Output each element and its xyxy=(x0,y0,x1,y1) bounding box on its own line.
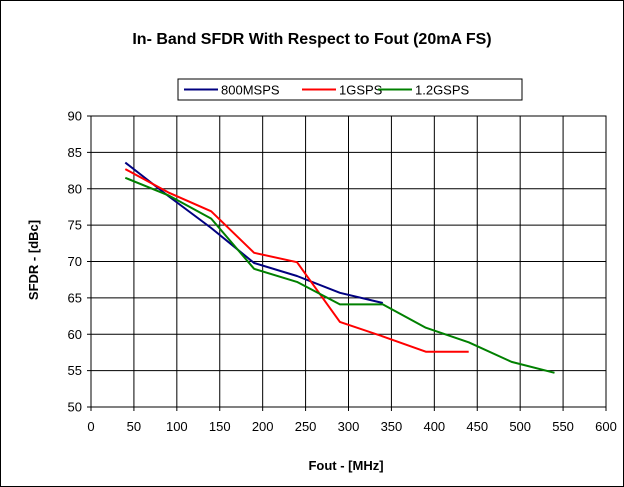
legend: 800MSPS 1GSPS 1.2GSPS xyxy=(177,78,523,101)
x-tick-label: 500 xyxy=(509,419,531,434)
y-tick-label: 60 xyxy=(68,327,82,342)
x-tick-label: 350 xyxy=(381,419,403,434)
y-tick-label: 50 xyxy=(68,400,82,415)
x-tick-label: 300 xyxy=(338,419,360,434)
x-tick-label: 600 xyxy=(595,419,617,434)
series-line-1gsps xyxy=(124,168,469,353)
legend-box xyxy=(177,78,523,101)
y-tick-label: 65 xyxy=(68,290,82,305)
y-tick-label: 70 xyxy=(68,254,82,269)
x-tick-label: 200 xyxy=(252,419,274,434)
legend-label-1-2gsps: 1.2GSPS xyxy=(415,83,470,98)
x-tick-label: 450 xyxy=(466,419,488,434)
y-tick-label: 80 xyxy=(68,181,82,196)
x-axis-title: Fout - [MHz] xyxy=(308,458,383,473)
y-tick-label: 85 xyxy=(68,145,82,160)
x-tick-label: 250 xyxy=(295,419,317,434)
axis-ticks: 50 55 60 65 70 75 80 85 90 0 50 100 150 200 250 300 350 4… xyxy=(68,109,617,435)
legend-label-1gsps: 1GSPS xyxy=(339,83,383,98)
x-tick-label: 50 xyxy=(127,419,141,434)
x-tick-label: 100 xyxy=(166,419,188,434)
y-tick-label: 90 xyxy=(68,109,82,124)
series-lines xyxy=(124,161,555,374)
y-axis-title: SFDR - [dBc] xyxy=(26,220,41,300)
x-tick-label: 550 xyxy=(552,419,574,434)
x-tick-label: 400 xyxy=(423,419,445,434)
x-tick-label: 0 xyxy=(87,419,94,434)
series-line-1-2gsps xyxy=(124,176,555,374)
chart-title: In- Band SFDR With Respect to Fout (20mA… xyxy=(132,31,491,48)
legend-label-800msps: 800MSPS xyxy=(221,83,280,98)
y-tick-label: 55 xyxy=(68,363,82,378)
y-tick-label: 75 xyxy=(68,218,82,233)
x-tick-label: 150 xyxy=(209,419,231,434)
